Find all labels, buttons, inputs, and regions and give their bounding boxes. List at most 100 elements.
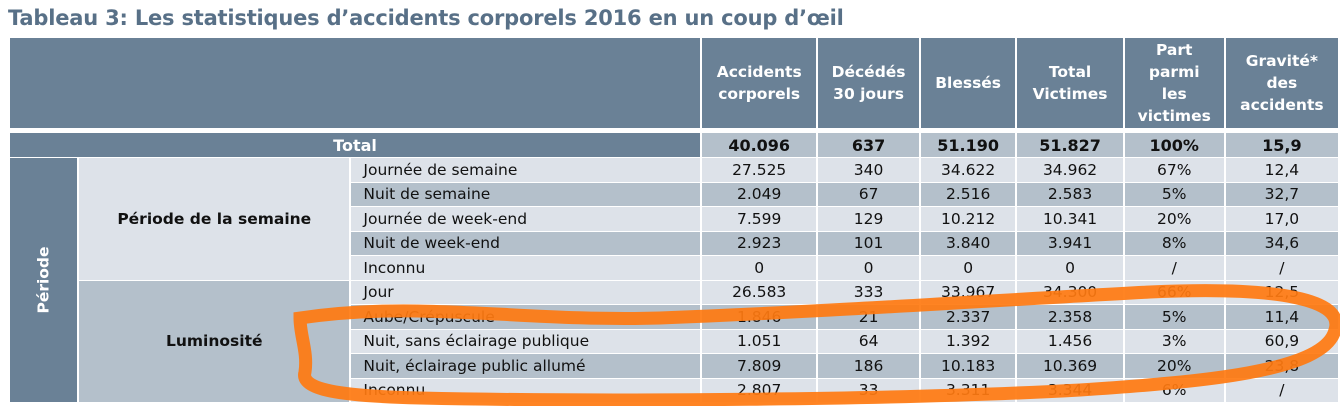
cell-value: 2.358 xyxy=(1017,305,1123,330)
cell-value: 60,9 xyxy=(1225,329,1338,354)
cell-value: 34.622 xyxy=(920,158,1016,183)
total-value: 40.096 xyxy=(702,133,817,158)
cell-value: 33 xyxy=(818,378,919,403)
table-row: Journée de week-end 7.599 129 10.212 10.341 2… xyxy=(10,207,1338,232)
col-header-gravite: Gravité* des accidents xyxy=(1240,52,1324,114)
col-header-deces: Décédés 30 jours xyxy=(831,63,906,103)
cell-value: 34,6 xyxy=(1225,231,1338,256)
cell-value: 17,0 xyxy=(1225,207,1338,232)
cell-value: 67 xyxy=(818,182,919,207)
cell-value: 10.212 xyxy=(920,207,1016,232)
col-header-accidents: Accidents corporels xyxy=(716,63,802,103)
col-header-total-victimes: Total Victimes xyxy=(1032,63,1108,103)
period-label-text: Période xyxy=(34,246,53,314)
row-label: Nuit, sans éclairage publique xyxy=(351,329,701,354)
cell-value: 10.341 xyxy=(1017,207,1123,232)
cell-value: 34.300 xyxy=(1017,280,1123,305)
header-row: Accidents corporels Décédés 30 jours Ble… xyxy=(10,38,1338,133)
col-header-part: Part parmi les victimes xyxy=(1137,41,1211,125)
group-label: Période de la semaine xyxy=(79,158,350,281)
col-header: Accidents corporels xyxy=(702,38,817,133)
cell-value: 1.846 xyxy=(702,305,817,330)
col-header: Part parmi les victimes xyxy=(1124,38,1224,133)
cell-value: 3.344 xyxy=(1017,378,1123,403)
cell-value: 2.923 xyxy=(702,231,817,256)
col-header: Total Victimes xyxy=(1017,38,1123,133)
cell-value: 20% xyxy=(1124,354,1224,379)
cell-value: 7.809 xyxy=(702,354,817,379)
cell-value: 333 xyxy=(818,280,919,305)
cell-value: 0 xyxy=(818,256,919,281)
row-label: Inconnu xyxy=(351,256,701,281)
cell-value: 10.369 xyxy=(1017,354,1123,379)
cell-value: 23,8 xyxy=(1225,354,1338,379)
header-blank xyxy=(10,38,701,133)
cell-value: 1.456 xyxy=(1017,329,1123,354)
cell-value: 2.337 xyxy=(920,305,1016,330)
cell-value: 3.311 xyxy=(920,378,1016,403)
table-row: Nuit de semaine 2.049 67 2.516 2.583 5% 32,7 xyxy=(10,182,1338,207)
row-label: Nuit de week-end xyxy=(351,231,701,256)
cell-value: 33.967 xyxy=(920,280,1016,305)
cell-value: 6% xyxy=(1124,378,1224,403)
cell-value: 1.051 xyxy=(702,329,817,354)
row-label: Nuit, éclairage public allumé xyxy=(351,354,701,379)
cell-value: 186 xyxy=(818,354,919,379)
row-label: Nuit de semaine xyxy=(351,182,701,207)
cell-value: / xyxy=(1124,256,1224,281)
total-value: 51.190 xyxy=(920,133,1016,158)
row-label: Aube/Crépuscule xyxy=(351,305,701,330)
table-row: Luminosité Jour 26.583 333 33.967 34.300 66% 12… xyxy=(10,280,1338,403)
cell-value: 34.962 xyxy=(1017,158,1123,183)
cell-value: 101 xyxy=(818,231,919,256)
cell-value: 12,5 xyxy=(1225,280,1338,305)
period-label: Période xyxy=(10,158,78,403)
cell-value: 11,4 xyxy=(1225,305,1338,330)
cell-value: 20% xyxy=(1124,207,1224,232)
cell-value: 32,7 xyxy=(1225,182,1338,207)
cell-value: 0 xyxy=(920,256,1016,281)
total-value: 100% xyxy=(1124,133,1224,158)
col-header: Gravité* des accidents xyxy=(1225,38,1338,133)
cell-value: 5% xyxy=(1124,305,1224,330)
cell-value: 26.583 xyxy=(702,280,817,305)
cell-value: 2.583 xyxy=(1017,182,1123,207)
cell-value: 3% xyxy=(1124,329,1224,354)
cell-value: 2.807 xyxy=(702,378,817,403)
cell-value: 0 xyxy=(702,256,817,281)
cell-value: 0 xyxy=(1017,256,1123,281)
accident-statistics-table: Accidents corporels Décédés 30 jours Ble… xyxy=(8,38,1340,403)
cell-value: 64 xyxy=(818,329,919,354)
cell-value: 8% xyxy=(1124,231,1224,256)
cell-value: / xyxy=(1225,256,1338,281)
cell-value: / xyxy=(1225,378,1338,403)
total-label: Total xyxy=(10,133,701,158)
cell-value: 3.840 xyxy=(920,231,1016,256)
cell-value: 66% xyxy=(1124,280,1224,305)
col-header: Blessés xyxy=(920,38,1016,133)
cell-value: 10.183 xyxy=(920,354,1016,379)
cell-value: 2.516 xyxy=(920,182,1016,207)
total-row: Total 40.096 637 51.190 51.827 100% 15,9 xyxy=(10,133,1338,158)
cell-value: 27.525 xyxy=(702,158,817,183)
table-title: Tableau 3: Les statistiques d’accidents … xyxy=(8,6,844,30)
row-label: Journée de week-end xyxy=(351,207,701,232)
total-value: 51.827 xyxy=(1017,133,1123,158)
row-label: Jour xyxy=(351,280,701,305)
cell-value: 1.392 xyxy=(920,329,1016,354)
row-label: Journée de semaine xyxy=(351,158,701,183)
table-row: Période Période de la semaine Journée de s… xyxy=(10,158,1338,403)
cell-value: 340 xyxy=(818,158,919,183)
cell-value: 21 xyxy=(818,305,919,330)
cell-value: 3.941 xyxy=(1017,231,1123,256)
total-value: 15,9 xyxy=(1225,133,1338,158)
cell-value: 5% xyxy=(1124,182,1224,207)
total-value: 637 xyxy=(818,133,919,158)
cell-value: 2.049 xyxy=(702,182,817,207)
cell-value: 7.599 xyxy=(702,207,817,232)
table-row: Inconnu 0 0 0 0// xyxy=(10,256,1338,281)
group-label: Luminosité xyxy=(79,280,350,403)
col-header: Décédés 30 jours xyxy=(818,38,919,133)
cell-value: 67% xyxy=(1124,158,1224,183)
cell-value: 12,4 xyxy=(1225,158,1338,183)
